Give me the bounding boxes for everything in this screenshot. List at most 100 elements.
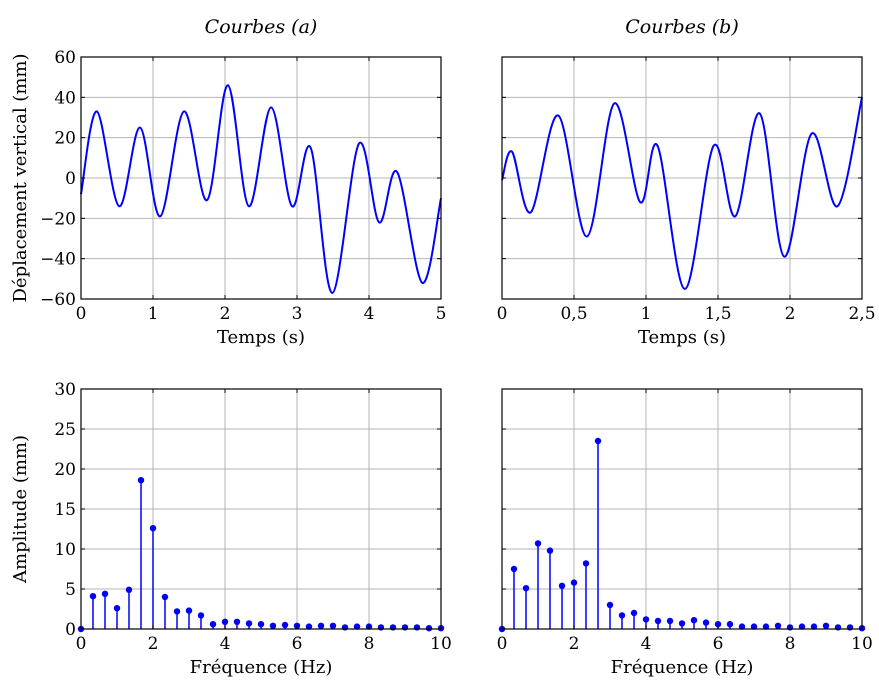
stem-marker xyxy=(149,525,157,532)
x-tick-label: 4 xyxy=(364,304,375,324)
series-line xyxy=(501,97,863,290)
x-tick-label: 1 xyxy=(641,304,652,324)
y-tick-label: 0 xyxy=(65,620,76,640)
stem-marker xyxy=(89,593,97,600)
stem-marker xyxy=(281,621,289,629)
panel-title: Courbes (b) xyxy=(625,16,738,38)
y-tick-label: −20 xyxy=(40,209,76,229)
x-tick-label: 6 xyxy=(713,634,724,654)
y-tick-label: 30 xyxy=(54,380,76,400)
stem-marker xyxy=(510,565,518,573)
x-tick-label: 10 xyxy=(851,634,873,654)
x-tick-label: 0 xyxy=(497,304,508,324)
x-tick-label: 5 xyxy=(436,304,447,324)
x-axis-label: Fréquence (Hz) xyxy=(611,657,754,678)
stem-marker xyxy=(822,622,830,629)
x-tick-label: 8 xyxy=(364,634,375,654)
stem-marker xyxy=(690,617,698,624)
stem-marker xyxy=(245,620,253,627)
stem-marker xyxy=(113,605,121,612)
y-tick-label: 10 xyxy=(54,540,76,560)
stem-marker xyxy=(161,593,169,601)
y-tick-label: 15 xyxy=(54,500,76,520)
p-b-time-panel: 0 0,5 1 1,5 2 2,5 Temps (s) Courbes (b) xyxy=(497,16,876,348)
stem-marker xyxy=(221,618,229,625)
x-tick-label: 4 xyxy=(220,634,231,654)
stem-marker xyxy=(233,618,241,625)
stem-marker xyxy=(329,622,337,629)
stem-marker xyxy=(305,623,313,630)
y-tick-label: 0 xyxy=(65,169,76,189)
panel-title: Courbes (a) xyxy=(205,16,318,38)
stem-marker xyxy=(185,607,193,614)
y-tick-label: 60 xyxy=(54,48,76,68)
stem-marker xyxy=(137,477,145,484)
x-tick-label: 2 xyxy=(148,634,159,654)
y-tick-label: 20 xyxy=(54,129,76,149)
x-tick-label: 0 xyxy=(76,634,87,654)
x-axis-label: Fréquence (Hz) xyxy=(190,657,333,678)
x-tick-label: 1,5 xyxy=(704,304,731,324)
stem-marker xyxy=(546,547,554,554)
p-a-time-panel: 0 1 2 3 4 5 −60 −40 −20 0 20 40 60 Temps (s) Déplaceme… xyxy=(10,16,446,348)
stem-marker xyxy=(630,609,638,617)
x-tick-label: 1 xyxy=(148,304,159,324)
x-tick-label: 2,5 xyxy=(848,304,875,324)
stem-marker xyxy=(269,622,277,629)
stem-marker xyxy=(666,617,674,625)
stem-marker xyxy=(558,582,566,589)
x-axis-label: Temps (s) xyxy=(217,327,305,348)
stem-marker xyxy=(534,540,542,547)
p-b-freq-panel: 0 2 4 6 8 10 Fréquence (Hz) xyxy=(497,388,873,678)
stem-marker xyxy=(389,624,397,631)
stem-marker xyxy=(522,585,530,592)
stem-marker xyxy=(618,612,626,619)
stem-marker xyxy=(209,621,217,628)
x-tick-label: 8 xyxy=(785,634,796,654)
p-a-freq-panel: 0 2 4 6 8 10 0 5 10 15 20 25 30 Fréquence (Hz) Amplitu… xyxy=(10,380,452,678)
stem-marker xyxy=(762,623,770,630)
y-axis-label: Déplacement vertical (mm) xyxy=(10,54,31,303)
y-tick-label: 5 xyxy=(65,580,76,600)
stem-marker xyxy=(413,624,421,631)
stem-marker xyxy=(798,623,806,630)
stem-marker xyxy=(726,621,734,628)
stem-marker xyxy=(714,621,722,628)
stem-marker xyxy=(702,619,710,626)
stem-marker xyxy=(738,623,746,630)
x-tick-label: 0 xyxy=(76,304,87,324)
stem-marker xyxy=(654,617,662,625)
y-tick-label: 25 xyxy=(54,420,76,440)
y-tick-label: 20 xyxy=(54,460,76,480)
stem-marker xyxy=(678,620,686,627)
x-tick-label: 0 xyxy=(497,634,508,654)
x-axis-label: Temps (s) xyxy=(638,327,726,348)
y-tick-label: 40 xyxy=(54,88,76,108)
stem-marker xyxy=(197,612,205,619)
stem-marker xyxy=(642,616,650,623)
x-tick-label: 3 xyxy=(292,304,303,324)
y-axis-label: Amplitude (mm) xyxy=(10,435,31,584)
stem-marker xyxy=(570,579,578,586)
stem-marker xyxy=(834,624,842,631)
x-tick-label: 0,5 xyxy=(560,304,587,324)
x-tick-label: 2 xyxy=(785,304,796,324)
stem-marker xyxy=(425,625,433,632)
stem-marker xyxy=(810,623,818,630)
x-tick-label: 2 xyxy=(569,634,580,654)
stem-marker xyxy=(353,623,361,630)
x-tick-label: 4 xyxy=(641,634,652,654)
x-tick-label: 6 xyxy=(292,634,303,654)
stem-marker xyxy=(401,624,409,631)
stem-marker xyxy=(774,622,782,629)
stem-marker xyxy=(341,624,349,631)
stem-marker xyxy=(750,623,758,630)
stem-marker xyxy=(582,560,590,567)
stem-marker xyxy=(606,601,614,609)
stem-marker xyxy=(257,621,265,628)
series-line xyxy=(80,84,442,294)
stem-marker xyxy=(125,586,133,593)
x-tick-label: 2 xyxy=(220,304,231,324)
stem-marker xyxy=(173,608,181,615)
stem-marker xyxy=(594,437,602,445)
